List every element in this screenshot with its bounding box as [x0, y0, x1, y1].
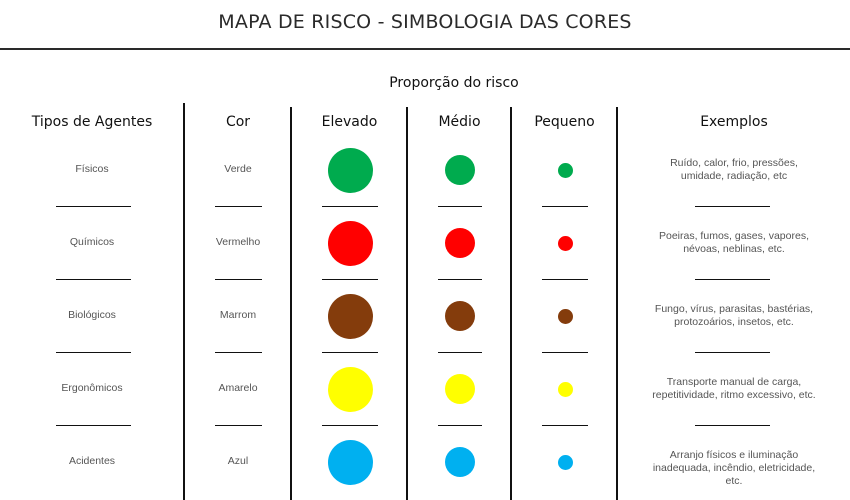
color-name: Marrom [219, 309, 257, 321]
examples-line: repetitividade, ritmo excessivo, etc. [652, 389, 816, 401]
column-divider [510, 107, 512, 500]
header-cor: Cor [225, 114, 251, 130]
risk-circle-elevado [327, 439, 373, 485]
row-separator [322, 425, 378, 426]
row-separator [695, 206, 770, 207]
examples-line: Fungo, vírus, parasitas, bastérias, [654, 303, 814, 315]
color-name: Verde [224, 163, 252, 175]
agent-type: Biológicos [68, 309, 116, 321]
examples-line: etc. [725, 475, 743, 487]
column-divider [183, 103, 185, 500]
risk-circle-pequeno [557, 308, 573, 324]
risk-circle-medio [445, 447, 475, 477]
examples-line: inadequada, incêndio, eletricidade, [652, 462, 816, 474]
row-separator [56, 279, 131, 280]
agent-type: Químicos [69, 236, 115, 248]
row-separator [542, 425, 588, 426]
row-separator [542, 352, 588, 353]
row-separator [542, 279, 588, 280]
row-separator [322, 206, 378, 207]
row-separator [695, 352, 770, 353]
risk-circle-medio [445, 374, 475, 404]
color-name: Amarelo [218, 382, 258, 394]
risk-circle-elevado [327, 220, 373, 266]
color-name: Azul [227, 455, 249, 467]
risk-circle-pequeno [557, 381, 573, 397]
row-separator [215, 425, 262, 426]
row-separator [56, 352, 131, 353]
examples-line: umidade, radiação, etc [680, 170, 788, 182]
row-separator [215, 279, 262, 280]
color-name: Vermelho [215, 236, 261, 248]
header-tipos: Tipos de Agentes [31, 114, 153, 130]
risk-circle-medio [445, 301, 475, 331]
examples-text: Fungo, vírus, parasitas, bastérias, proto… [618, 303, 850, 329]
examples-text: Poeiras, fumos, gases, vapores, névoas, n… [618, 230, 850, 256]
row-separator [322, 352, 378, 353]
row-separator [56, 425, 131, 426]
agent-type: Ergonômicos [61, 382, 123, 394]
examples-text: Ruído, calor, frio, pressões, umidade, ra… [618, 157, 850, 183]
examples-line: Poeiras, fumos, gases, vapores, [659, 230, 809, 242]
row-separator [695, 425, 770, 426]
examples-text: Transporte manual de carga, repetitividad… [618, 376, 850, 402]
row-separator [438, 425, 482, 426]
risk-circle-elevado [327, 366, 373, 412]
row-separator [56, 206, 131, 207]
examples-line: Arranjo físicos e iluminação [669, 449, 799, 461]
risk-circle-medio [445, 155, 475, 185]
row-separator [215, 206, 262, 207]
risk-circle-medio [445, 228, 475, 258]
row-separator [322, 279, 378, 280]
risk-circle-pequeno [557, 162, 573, 178]
examples-line: Ruído, calor, frio, pressões, [670, 157, 798, 169]
column-divider [406, 107, 408, 500]
row-separator [215, 352, 262, 353]
risk-proportion-label: Proporção do risco [389, 75, 519, 91]
row-separator [542, 206, 588, 207]
column-divider [616, 107, 618, 500]
header-pequeno: Pequeno [534, 114, 595, 130]
header-medio: Médio [438, 114, 481, 130]
row-separator [695, 279, 770, 280]
risk-circle-elevado [327, 293, 373, 339]
page-title: MAPA DE RISCO - SIMBOLOGIA DAS CORES [218, 11, 632, 33]
agent-type: Acidentes [68, 455, 116, 467]
risk-circle-pequeno [557, 454, 573, 470]
row-separator [438, 352, 482, 353]
column-divider [290, 107, 292, 500]
title-divider [0, 48, 850, 50]
header-exemplos: Exemplos [700, 114, 768, 130]
examples-line: Transporte manual de carga, [666, 376, 802, 388]
header-elevado: Elevado [321, 114, 378, 130]
row-separator [438, 206, 482, 207]
examples-line: protozoários, insetos, etc. [674, 316, 794, 328]
agent-type: Físicos [75, 163, 109, 175]
row-separator [438, 279, 482, 280]
examples-line: névoas, neblinas, etc. [683, 243, 785, 255]
examples-text: Arranjo físicos e iluminação inadequada, … [618, 449, 850, 488]
risk-circle-elevado [327, 147, 373, 193]
risk-circle-pequeno [557, 235, 573, 251]
